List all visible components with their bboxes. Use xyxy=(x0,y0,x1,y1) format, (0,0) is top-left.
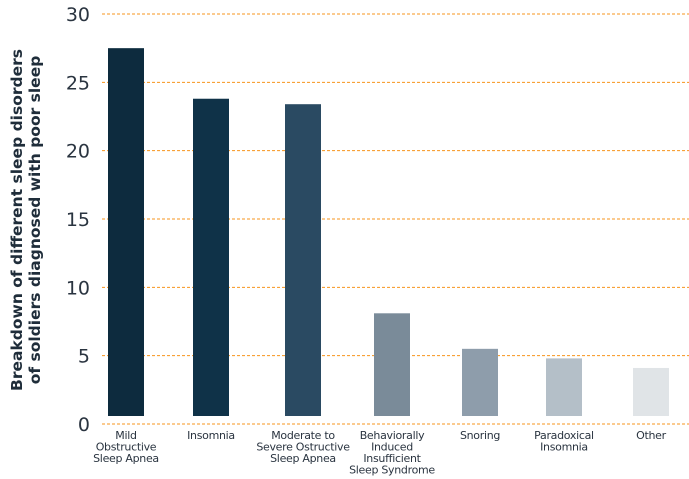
x-tick-label: Other xyxy=(636,429,667,442)
y-tick-label: 20 xyxy=(66,141,90,163)
x-tick-label: Sleep Syndrome xyxy=(349,464,435,477)
x-tick-label: Induced xyxy=(371,441,413,454)
y-tick-label: 5 xyxy=(78,346,90,368)
y-tick-label: 15 xyxy=(66,209,90,231)
y-tick-label: 30 xyxy=(66,4,90,26)
y-axis-label: Breakdown of different sleep disorders xyxy=(8,49,26,391)
y-tick-label: 0 xyxy=(78,414,90,436)
x-tick-label: Paradoxical xyxy=(534,429,594,442)
bar xyxy=(546,358,582,416)
bar xyxy=(374,313,410,416)
x-tick-label: Insufficient xyxy=(363,452,421,465)
bar xyxy=(193,98,229,416)
y-tick-label: 10 xyxy=(66,277,90,299)
y-axis-label: of soldiers diagnosed with poor sleep xyxy=(26,56,44,385)
x-tick-label: Obstructive xyxy=(96,441,157,454)
y-tick-label: 25 xyxy=(66,72,90,94)
bar xyxy=(633,367,669,416)
x-tick-label: Behaviorally xyxy=(360,429,425,442)
x-tick-label: Mild xyxy=(115,429,136,442)
x-tick-label: Moderate to xyxy=(271,429,335,442)
bar xyxy=(462,348,498,416)
x-tick-label: Snoring xyxy=(460,429,500,442)
bar xyxy=(108,48,144,417)
x-tick-label: Severe Ostructive xyxy=(256,441,350,454)
bar xyxy=(285,104,321,416)
x-tick-label: Insomnia xyxy=(187,429,235,442)
x-tick-label: Sleep Apnea xyxy=(270,452,336,465)
x-tick-label: Sleep Apnea xyxy=(93,452,159,465)
x-tick-label: Insomnia xyxy=(540,441,588,454)
